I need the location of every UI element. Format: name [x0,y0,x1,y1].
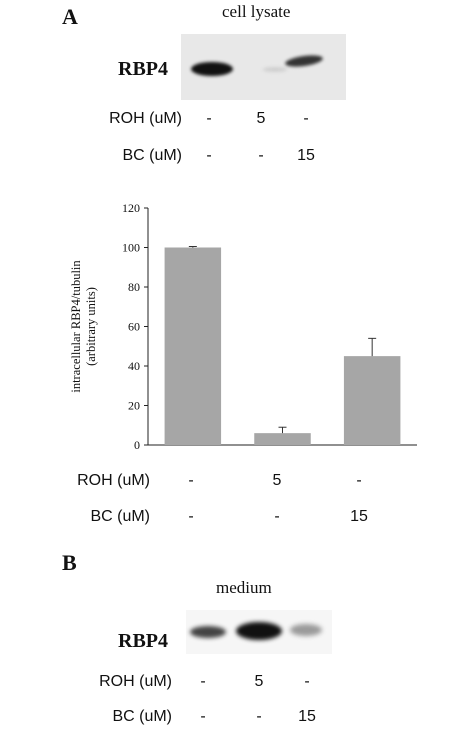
blot-a-bc-val-1: - [206,147,212,164]
blot-a-roh-val-1: - [206,110,212,127]
bar [164,247,222,445]
y-axis-label: intracellular RBP4/tubulin (arbitrary uni… [69,260,98,393]
blot-a-roh-label: ROH (uM) [109,110,182,127]
blot-a-bc-val-2: - [258,147,264,164]
blot-a-roh-val-2: 5 [256,110,266,127]
blot-b-protein-label: RBP4 [118,630,168,652]
blot-a-band-3 [284,53,324,69]
blot-b-roh-val-3: - [304,673,310,690]
blot-b-bc-val-1: - [200,708,206,725]
y-axis-label-line: (arbitrary units) [84,287,98,366]
blot-a-bc-label: BC (uM) [122,147,182,164]
y-axis-label-line: intracellular RBP4/tubulin [69,260,83,393]
blot-a-roh-val-3: - [303,110,309,127]
chart-bc-label: BC (uM) [90,508,150,525]
blot-b-band-3 [290,624,322,636]
chart-roh-val-1: - [188,472,194,489]
bar [254,433,311,445]
blot-a-bc-val-3: 15 [297,147,315,164]
chart-roh-val-2: 5 [272,472,282,489]
blot-b-roh-label: ROH (uM) [99,673,172,690]
blot-b-bc-val-2: - [256,708,262,725]
y-tick-label: 80 [128,280,140,294]
blot-b-band-1 [190,626,226,638]
chart-bars [164,247,401,445]
panel-a-letter: A [62,4,78,29]
y-tick-label: 0 [134,438,140,452]
blot-b-band-2 [236,622,282,640]
blot-b-title: medium [216,578,272,597]
blot-a-image [181,34,346,100]
y-axis-ticks: 0 20 40 60 80 100 120 [122,201,148,452]
blot-b-bc-val-3: 15 [298,708,316,725]
bar [343,356,401,445]
bar-chart: intracellular RBP4/tubulin (arbitrary uni… [69,201,417,452]
chart-bc-val-2: - [274,508,280,525]
y-tick-label: 20 [128,399,140,413]
y-tick-label: 60 [128,320,140,334]
blot-b-roh-val-1: - [200,673,206,690]
y-tick-label: 100 [122,241,140,255]
blot-a-title: cell lysate [222,2,291,21]
chart-roh-label: ROH (uM) [77,472,150,489]
chart-error-bars [188,246,377,434]
y-tick-label: 40 [128,359,140,373]
blot-a-band-2 [263,67,287,72]
chart-bc-val-1: - [188,508,194,525]
blot-b-image [186,610,332,654]
panel-b-letter: B [62,550,77,575]
y-tick-label: 120 [122,201,140,215]
blot-a-band-1 [191,62,233,76]
chart-roh-val-3: - [356,472,362,489]
blot-a-protein-label: RBP4 [118,58,168,80]
blot-b-roh-val-2: 5 [254,673,264,690]
blot-b-bc-label: BC (uM) [112,708,172,725]
chart-bc-val-3: 15 [350,508,368,525]
